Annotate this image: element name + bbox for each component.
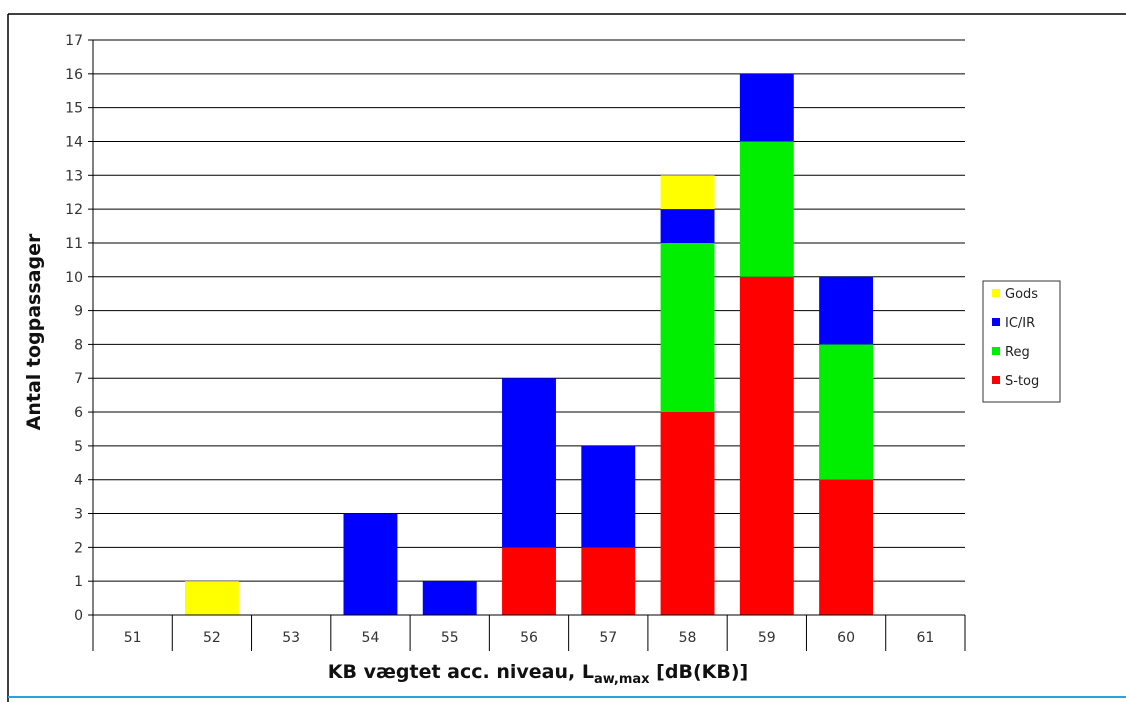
y-tick-label: 4 — [74, 473, 83, 489]
x-tick-label: 59 — [758, 630, 776, 646]
legend-swatch-ic-ir — [992, 318, 1000, 326]
y-axis-title: Antal togpassager — [23, 233, 45, 430]
bar-segment-reg-60 — [819, 344, 874, 480]
bar-segment-s-tog-56 — [502, 547, 556, 615]
x-axis-title-unit: [dB(KB)] — [650, 661, 749, 683]
y-tick-label: 16 — [65, 67, 83, 83]
y-tick-label: 11 — [65, 236, 83, 252]
legend-label-s-tog: S-tog — [1005, 374, 1039, 389]
x-tick-label: 56 — [520, 630, 538, 646]
legend-swatch-s-tog — [992, 376, 1000, 384]
legend: Gods IC/IR Reg S-tog — [982, 280, 1061, 403]
x-tick-label: 58 — [679, 630, 697, 646]
bar-segment-ic-ir-60 — [819, 276, 874, 345]
bar-segment-s-tog-60 — [819, 479, 874, 615]
legend-label-ic-ir: IC/IR — [1005, 316, 1035, 331]
bar-segment-gods-52 — [184, 581, 239, 615]
x-axis-title-subscript: aw,max — [594, 672, 650, 687]
y-tick-label: 12 — [65, 202, 83, 218]
legend-swatch-gods — [992, 289, 1000, 297]
y-tick-label: 14 — [65, 134, 83, 150]
x-tick-label: 53 — [282, 630, 300, 646]
x-tick-label: 54 — [362, 630, 380, 646]
legend-items: Gods IC/IR Reg S-tog — [992, 287, 1039, 389]
x-tick-label: 57 — [599, 630, 617, 646]
y-tick-label: 15 — [65, 101, 83, 117]
legend-swatch-reg — [992, 347, 1000, 355]
bar-segment-ic-ir-58 — [660, 209, 715, 243]
bar-segment-s-tog-58 — [660, 412, 715, 615]
y-tick-label: 17 — [65, 33, 83, 49]
y-tick-label: 2 — [74, 540, 83, 556]
bar-segment-s-tog-59 — [739, 276, 794, 615]
y-tick-label: 7 — [74, 371, 83, 387]
bars — [184, 73, 874, 615]
y-tick-label: 9 — [74, 304, 83, 320]
y-tick-label: 5 — [74, 439, 83, 455]
legend-label-reg: Reg — [1005, 345, 1030, 360]
y-tick-label: 13 — [65, 168, 83, 184]
bar-segment-reg-58 — [660, 242, 715, 413]
x-axis-title-main: KB vægtet acc. niveau, L — [328, 661, 594, 683]
y-tick-label: 1 — [74, 574, 83, 590]
y-tick-label: 8 — [74, 337, 83, 353]
x-tick-labels: 51 52 53 54 55 56 57 58 59 60 61 — [124, 630, 935, 646]
bar-segment-reg-59 — [739, 141, 794, 277]
bar-segment-ic-ir-54 — [343, 513, 398, 615]
x-tick-label: 51 — [124, 630, 142, 646]
bar-segment-ic-ir-55 — [422, 581, 477, 615]
bar-segment-ic-ir-56 — [502, 378, 556, 548]
x-axis-title: KB vægtet acc. niveau, Law,max [dB(KB)] — [328, 661, 748, 687]
y-tick-label: 0 — [74, 608, 83, 624]
x-tick-label: 55 — [441, 630, 459, 646]
bar-segment-gods-58 — [660, 175, 715, 210]
bar-segment-s-tog-57 — [581, 547, 636, 615]
bar-segment-ic-ir-59 — [739, 73, 794, 142]
legend-label-gods: Gods — [1005, 287, 1038, 302]
y-tick-label: 6 — [74, 405, 83, 421]
x-tick-label: 60 — [837, 630, 855, 646]
y-tick-label: 3 — [74, 507, 83, 523]
x-tick-label: 61 — [916, 630, 934, 646]
y-tick-label: 10 — [65, 270, 83, 286]
axes — [92, 40, 966, 651]
x-tick-label: 52 — [203, 630, 221, 646]
bar-segment-ic-ir-57 — [581, 445, 636, 548]
